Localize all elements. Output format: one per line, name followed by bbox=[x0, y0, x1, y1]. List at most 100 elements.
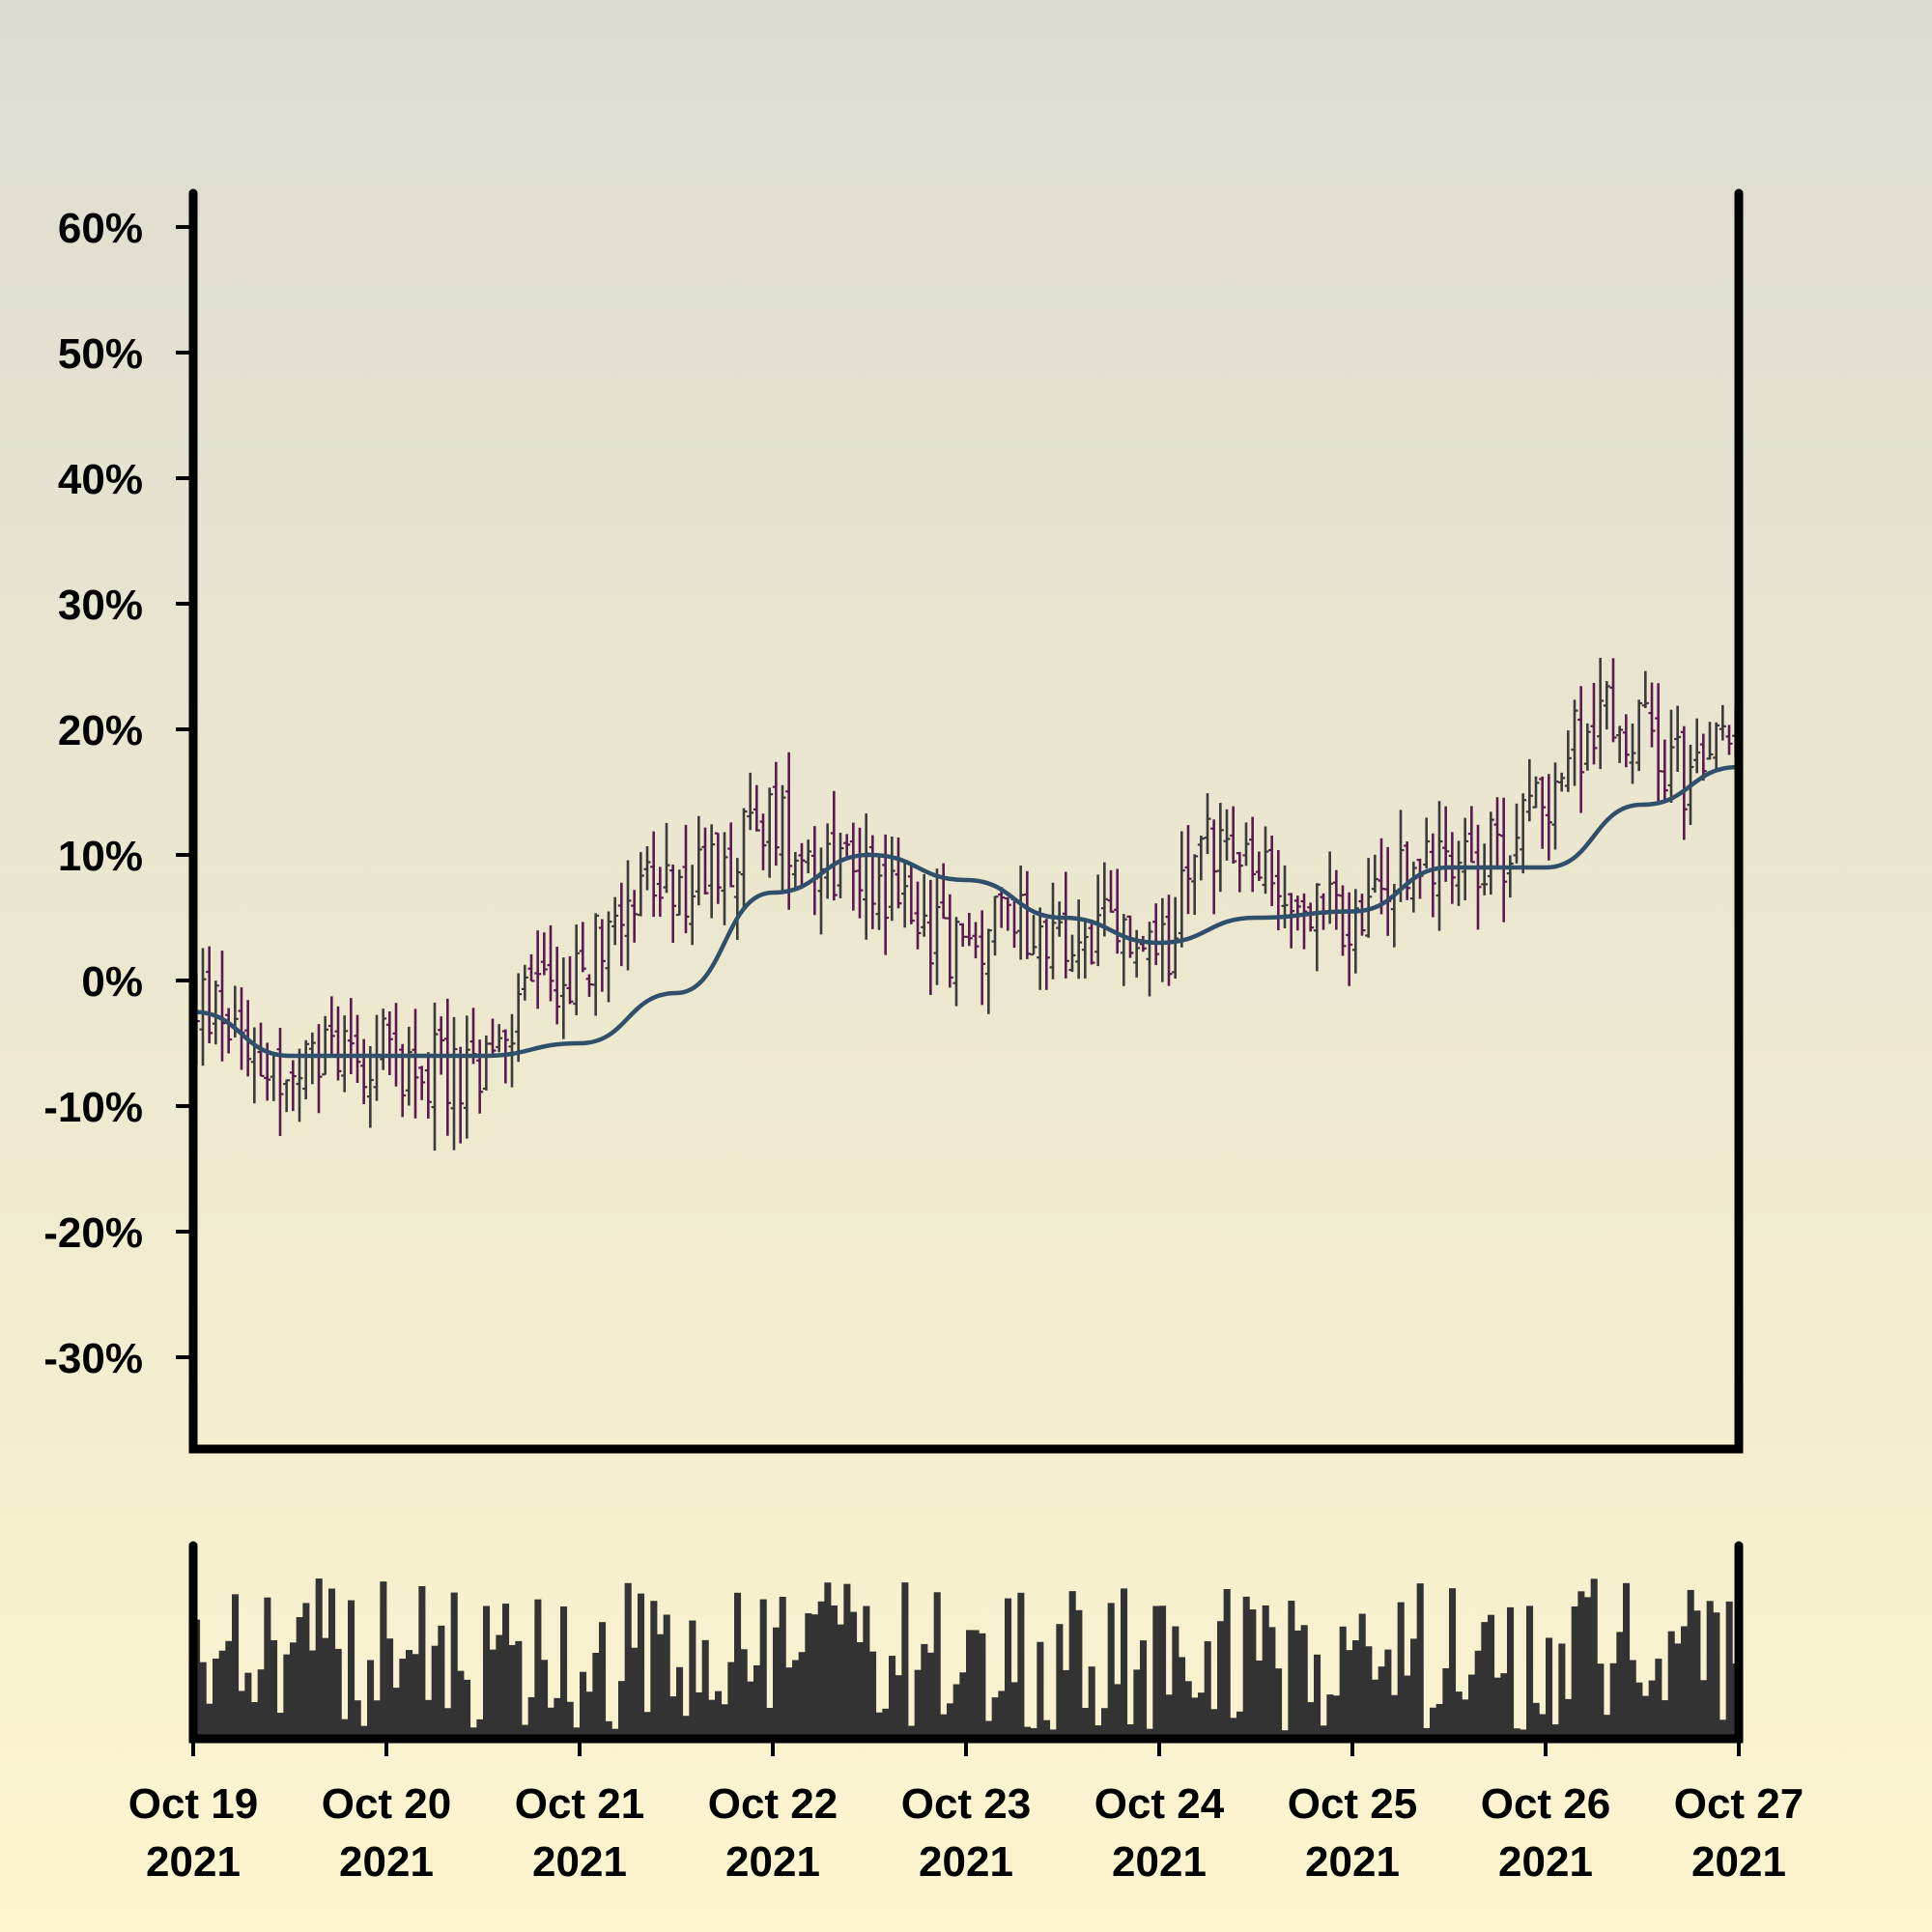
volume-bar bbox=[1159, 1605, 1167, 1739]
volume-bar bbox=[1307, 1702, 1315, 1739]
ohlc-bar bbox=[289, 1060, 297, 1112]
ohlc-bar bbox=[708, 824, 716, 919]
volume-bar bbox=[805, 1613, 812, 1739]
ohlc-bar bbox=[308, 1032, 316, 1085]
volume-bar bbox=[689, 1620, 696, 1739]
x-tick-label-date: Oct 24 bbox=[1094, 1780, 1225, 1828]
volume-bar bbox=[875, 1712, 883, 1739]
volume-bar bbox=[908, 1725, 916, 1739]
volume-bar bbox=[1165, 1694, 1173, 1739]
volume-bar bbox=[238, 1690, 245, 1739]
volume-bar bbox=[450, 1592, 458, 1739]
volume-bar bbox=[785, 1667, 793, 1739]
ohlc-bar bbox=[1551, 762, 1559, 850]
volume-bar bbox=[985, 1720, 993, 1739]
volume-bar bbox=[1642, 1695, 1650, 1739]
ohlc-bar bbox=[888, 837, 895, 922]
volume-bar bbox=[1513, 1728, 1520, 1739]
ohlc-bar bbox=[1467, 806, 1475, 864]
volume-bar bbox=[747, 1681, 754, 1739]
ohlc-bar bbox=[489, 1018, 497, 1056]
ohlc-bar bbox=[1635, 699, 1643, 772]
volume-bar bbox=[334, 1648, 342, 1739]
ohlc-bar bbox=[218, 951, 226, 1062]
volume-bar bbox=[779, 1596, 786, 1739]
ohlc-bar bbox=[785, 752, 793, 910]
volume-bar bbox=[1616, 1632, 1624, 1739]
ohlc-bar bbox=[431, 1002, 439, 1151]
volume-bar bbox=[734, 1592, 742, 1739]
ohlc-bar bbox=[457, 1046, 465, 1144]
volume-bar bbox=[959, 1672, 967, 1739]
ohlc-bar bbox=[1236, 851, 1243, 893]
volume-bar bbox=[1455, 1691, 1463, 1739]
y-tick-label: 10% bbox=[58, 833, 143, 880]
volume-bar bbox=[328, 1588, 336, 1739]
ohlc-bar bbox=[1249, 816, 1257, 893]
volume-bar bbox=[1037, 1641, 1044, 1739]
ohlc-bar bbox=[1172, 896, 1179, 980]
ohlc-bar bbox=[810, 826, 818, 916]
ohlc-bar bbox=[1158, 897, 1166, 982]
volume-bar bbox=[406, 1650, 413, 1739]
volume-bar bbox=[1481, 1622, 1489, 1739]
ohlc-bar bbox=[1075, 899, 1083, 980]
volume-bar bbox=[1648, 1680, 1656, 1739]
ohlc-bar bbox=[695, 815, 702, 906]
y-tick-label: 30% bbox=[58, 582, 143, 629]
volume-bar bbox=[1681, 1626, 1689, 1739]
ohlc-bar bbox=[1680, 725, 1688, 840]
volume-bar bbox=[464, 1679, 471, 1739]
volume-bar bbox=[1217, 1621, 1225, 1739]
ohlc-bar bbox=[1558, 772, 1566, 792]
volume-bar bbox=[315, 1578, 323, 1739]
volume-bar bbox=[1520, 1729, 1527, 1739]
x-tick-label-year: 2021 bbox=[1691, 1838, 1786, 1886]
volume-bar bbox=[1706, 1601, 1714, 1739]
moving-average-line bbox=[192, 764, 1740, 1059]
volume-bar bbox=[1314, 1654, 1321, 1739]
volume-bar bbox=[792, 1660, 800, 1739]
ohlc-bar bbox=[624, 860, 632, 971]
ohlc-bar bbox=[1268, 836, 1276, 906]
ohlc-bar bbox=[1107, 869, 1115, 913]
ohlc-bar bbox=[347, 998, 355, 1074]
ohlc-bar bbox=[849, 822, 857, 911]
ohlc-bar bbox=[1455, 840, 1463, 906]
volume-bar bbox=[1674, 1643, 1682, 1739]
ohlc-bar bbox=[1667, 709, 1675, 804]
ohlc-bar bbox=[250, 1027, 258, 1104]
ohlc-bar bbox=[238, 987, 245, 1070]
volume-bar bbox=[1236, 1711, 1244, 1739]
x-tick-label-date: Oct 27 bbox=[1674, 1780, 1804, 1828]
ohlc-bar bbox=[747, 772, 754, 831]
volume-bar bbox=[1017, 1592, 1025, 1739]
volume-bar bbox=[1397, 1602, 1405, 1739]
volume-bar bbox=[721, 1704, 728, 1739]
volume-bar bbox=[1635, 1682, 1643, 1739]
ohlc-bar bbox=[1384, 846, 1392, 936]
ohlc-bar bbox=[817, 847, 825, 935]
volume-bar bbox=[554, 1697, 561, 1739]
volume-bar bbox=[1191, 1697, 1199, 1739]
ohlc-bar bbox=[830, 790, 838, 901]
volume-bar bbox=[914, 1669, 922, 1739]
ohlc-bar bbox=[579, 922, 586, 973]
volume-bar bbox=[1268, 1627, 1276, 1739]
ohlc-bar bbox=[1293, 895, 1301, 931]
ohlc-bar bbox=[296, 1048, 303, 1122]
ohlc-bar bbox=[605, 911, 612, 1003]
volume-bar bbox=[592, 1652, 600, 1739]
x-tick-label-date: Oct 23 bbox=[901, 1780, 1032, 1828]
volume-bar bbox=[1719, 1719, 1727, 1739]
ohlc-bar bbox=[1539, 776, 1547, 849]
volume-bar bbox=[380, 1581, 387, 1739]
volume-bar bbox=[991, 1697, 999, 1739]
volume-bar bbox=[1693, 1610, 1701, 1739]
volume-bar bbox=[1063, 1669, 1070, 1739]
volume-bar bbox=[1300, 1625, 1308, 1739]
volume-bar bbox=[580, 1671, 587, 1739]
ohlc-bar bbox=[940, 863, 948, 920]
ohlc-bar bbox=[766, 787, 774, 878]
